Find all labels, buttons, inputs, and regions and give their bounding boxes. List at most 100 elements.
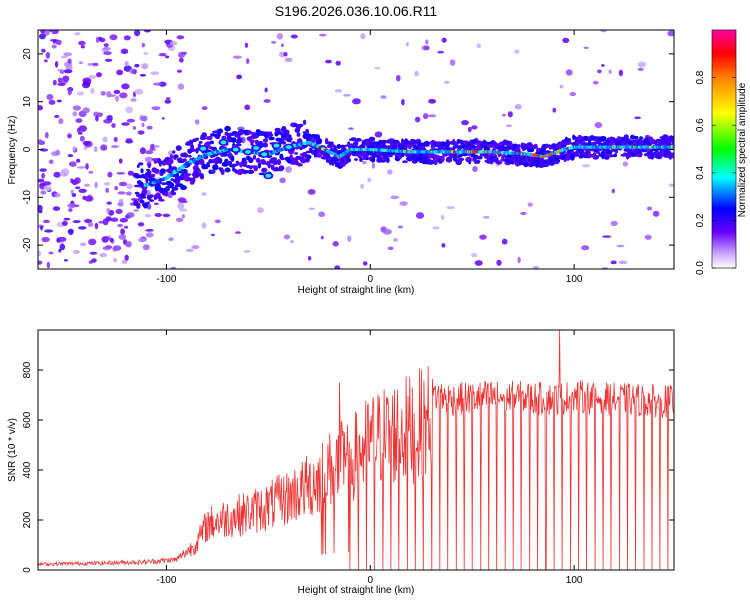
spectrogram-envelope-cell: [649, 155, 655, 160]
spectrogram-envelope-cell: [247, 130, 253, 135]
spectrogram-envelope-cell: [180, 185, 187, 191]
spectrogram-noise-cell: [126, 212, 135, 218]
spectrogram-envelope-cell: [633, 135, 639, 140]
spectrogram-noise-cell: [161, 117, 165, 120]
colorbar-ticks: 0.0 0.2 0.4 0.6 0.8: [695, 70, 736, 275]
spectrogram-envelope-cell: [201, 132, 207, 138]
spectrogram-envelope-cell: [599, 135, 607, 142]
spectrogram-noise-cell: [164, 99, 172, 104]
spectrogram-noise-cell: [55, 149, 61, 156]
spectrogram-envelope-cell: [205, 141, 211, 148]
spectrogram-noise-cell: [201, 192, 207, 196]
spectrogram-noise-cell: [126, 183, 133, 190]
spectrogram-noise-cell: [62, 75, 70, 82]
spectrogram-noise-cell: [112, 245, 122, 252]
spectrogram-noise-cell: [38, 139, 42, 144]
spectrogram-noise-cell: [165, 55, 170, 59]
colorbar-label: Normalized spectral amplitude: [737, 82, 748, 217]
spectrogram-noise-cell: [307, 189, 316, 195]
spectrogram-envelope-cell: [666, 142, 672, 146]
spectrogram-noise-cell: [113, 136, 118, 143]
spectrogram-noise-cell: [507, 111, 513, 118]
snr-ylabel: SNR (10 * v/v): [7, 418, 18, 482]
spectrogram-noise-cell: [263, 99, 271, 103]
spectrogram-envelope-cell: [136, 164, 140, 168]
spectrogram-noise-cell: [121, 122, 130, 126]
spectrogram-noise-cell: [98, 37, 106, 43]
spectrogram-noise-cell: [78, 226, 87, 230]
spectrogram-noise-cell: [347, 235, 352, 242]
spectrogram-envelope-cell: [453, 144, 459, 149]
spectrogram-envelope-cell: [230, 137, 237, 143]
y-tick-label: -20: [22, 237, 33, 252]
y-tick-label: 10: [22, 96, 33, 108]
spectrogram-ylabel: Frequency (Hz): [7, 116, 18, 185]
spectrogram-noise-cell: [276, 33, 284, 40]
spectrogram-noise-cell: [107, 171, 113, 178]
spectrogram-noise-cell: [415, 212, 425, 219]
spectrogram-noise-cell: [332, 241, 339, 247]
spectrogram-envelope-cell: [252, 154, 257, 160]
colorbar-tick-label: 0.8: [695, 70, 706, 84]
spectrogram-envelope-cell: [299, 163, 303, 167]
spectrogram-noise-cell: [562, 37, 570, 44]
spectrogram-envelope-cell: [368, 136, 376, 142]
spectrogram-envelope-cell: [172, 150, 176, 154]
spectrogram-noise-cell: [472, 166, 478, 172]
spectrogram-noise-cell: [423, 113, 429, 120]
spectrogram-noise-cell: [592, 80, 599, 85]
spectrogram-envelope-cell: [181, 168, 188, 175]
spectrogram-noise-cell: [320, 235, 324, 240]
spectrogram-envelope-cell: [183, 153, 189, 158]
spectrogram-envelope-cell: [249, 139, 255, 144]
spectrogram-noise-cell: [75, 118, 83, 123]
x-tick-label: 100: [566, 575, 583, 586]
spectrogram-blob-core: [232, 147, 239, 152]
spectrogram-noise-cell: [532, 265, 539, 269]
spectrogram-noise-cell: [60, 56, 68, 59]
spectrogram-noise-cell: [137, 130, 145, 135]
spectrogram-noise-cell: [67, 58, 72, 64]
spectrogram-noise-cell: [414, 70, 419, 77]
spectrogram-noise-cell: [565, 69, 573, 76]
spectrogram-noise-cell: [153, 202, 159, 205]
spectrogram-envelope-cell: [671, 141, 674, 147]
spectrogram-noise-cell: [67, 89, 72, 96]
spectrogram-noise-cell: [186, 248, 194, 253]
spectrogram-envelope-cell: [250, 142, 254, 146]
spectrogram-noise-cell: [441, 243, 446, 248]
spectrogram-noise-cell: [72, 249, 81, 254]
spectrogram-noise-cell: [397, 225, 403, 229]
spectrogram-noise-cell: [127, 170, 134, 176]
spectrogram-noise-cell: [496, 259, 502, 266]
spectrogram-noise-cell: [40, 30, 46, 34]
spectrogram-noise-cell: [308, 207, 316, 210]
spectrogram-noise-cell: [82, 141, 91, 146]
spectrogram-envelope-cell: [168, 182, 175, 189]
spectrogram-noise-cell: [80, 242, 87, 247]
spectrogram-noise-cell: [111, 144, 119, 149]
spectrogram-noise-cell: [236, 74, 243, 80]
spectrogram-envelope-cell: [147, 163, 151, 169]
spectrogram-noise-cell: [471, 125, 478, 130]
spectrogram-noise-cell: [201, 106, 208, 110]
spectrogram-noise-cell: [611, 188, 615, 194]
spectrogram-noise-cell: [101, 236, 109, 243]
snr-frame: [37, 329, 675, 571]
spectrogram-noise-cell: [150, 143, 155, 150]
spectrogram-noise-cell: [57, 77, 63, 84]
spectrogram-envelope-cell: [179, 158, 184, 163]
spectrogram-noise-cell: [479, 234, 487, 240]
spectrogram-envelope-cell: [262, 138, 269, 143]
spectrogram-noise-cell: [652, 210, 660, 217]
spectrogram-noise-cell: [141, 42, 146, 48]
spectrogram-noise-cell: [374, 66, 381, 70]
spectrogram-envelope-cell: [150, 173, 156, 178]
spectrogram-envelope-cell: [476, 156, 483, 160]
spectrogram-noise-cell: [399, 201, 408, 207]
spectrogram-envelope-cell: [566, 138, 572, 143]
spectrogram-noise-cell: [103, 119, 113, 124]
spectrogram-envelope-cell: [169, 154, 173, 160]
spectrogram-noise-cell: [123, 35, 131, 41]
spectrogram-envelope-cell: [171, 191, 177, 196]
